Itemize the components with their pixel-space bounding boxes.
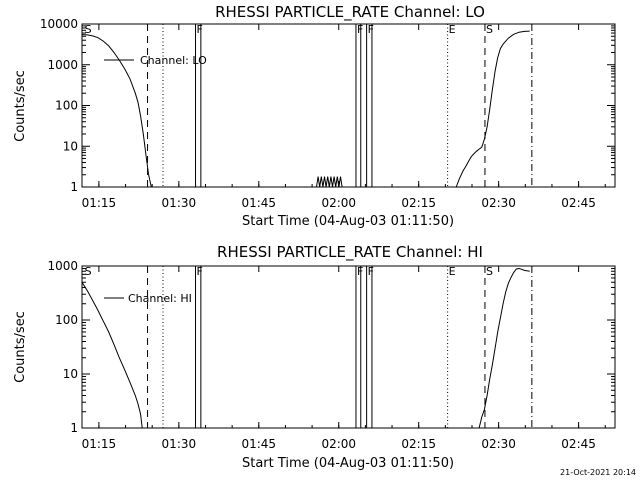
event-marker-label-hi-0: S xyxy=(85,265,92,278)
y-tick-label-hi-0: 1 xyxy=(70,421,78,435)
y-tick-label-lo-4: 10000 xyxy=(40,17,78,31)
series-line-hi-0-segment-1 xyxy=(478,267,530,429)
y-tick-label-lo-2: 100 xyxy=(55,99,78,113)
y-tick-label-hi-3: 1000 xyxy=(47,259,78,273)
event-marker-label-lo-9: E xyxy=(449,23,456,36)
series-line-lo-0-segment-0 xyxy=(81,34,152,188)
event-marker-label-hi-9: E xyxy=(449,265,456,278)
event-marker-label-lo-5: F xyxy=(357,23,363,36)
y-tick-label-hi-2: 100 xyxy=(55,313,78,327)
x-tick-label-hi-1: 01:30 xyxy=(162,437,197,451)
event-marker-label-hi-3: F xyxy=(197,265,203,278)
chart-title-lo: RHESSI PARTICLE_RATE Channel: LO xyxy=(215,3,485,22)
event-marker-label-lo-3: F xyxy=(197,23,203,36)
event-marker-label-hi-10: S xyxy=(486,265,493,278)
x-tick-label-lo-3: 02:00 xyxy=(321,196,356,210)
x-tick-label-lo-1: 01:30 xyxy=(162,196,197,210)
x-tick-label-lo-4: 02:15 xyxy=(401,196,436,210)
plot-frame-hi xyxy=(81,265,616,429)
event-marker-label-hi-7: F xyxy=(368,265,374,278)
footer-timestamp: 21-Oct-2021 20:14 xyxy=(560,468,636,477)
x-tick-label-hi-5: 02:30 xyxy=(481,437,516,451)
event-marker-label-lo-10: S xyxy=(486,23,493,36)
event-marker-label-hi-5: F xyxy=(357,265,363,278)
x-tick-label-hi-0: 01:15 xyxy=(82,437,117,451)
panel-lo: RHESSI PARTICLE_RATE Channel: LO Counts/… xyxy=(13,3,616,229)
chart-title-hi: RHESSI PARTICLE_RATE Channel: HI xyxy=(217,243,483,262)
legend-label-lo: Channel: LO xyxy=(140,54,207,67)
y-axis-label-hi: Counts/sec xyxy=(13,311,28,383)
y-axis-label-lo: Counts/sec xyxy=(13,70,28,142)
y-tick-label-lo-0: 1 xyxy=(70,180,78,194)
event-marker-label-lo-7: F xyxy=(368,23,374,36)
x-tick-label-lo-0: 01:15 xyxy=(82,196,117,210)
y-tick-label-lo-1: 10 xyxy=(63,139,78,153)
x-tick-label-hi-2: 01:45 xyxy=(241,437,276,451)
x-tick-label-hi-3: 02:00 xyxy=(321,437,356,451)
y-tick-label-lo-3: 1000 xyxy=(47,58,78,72)
series-line-lo-0-segment-2 xyxy=(455,30,530,188)
event-marker-label-lo-0: S xyxy=(85,23,92,36)
x-tick-label-lo-5: 02:30 xyxy=(481,196,516,210)
legend-label-hi: Channel: HI xyxy=(128,292,192,305)
series-line-hi-0-segment-0 xyxy=(81,282,143,429)
series-line-lo-0-segment-1 xyxy=(316,176,343,188)
plot-frame-lo xyxy=(81,23,616,188)
x-axis-label-hi: Start Time (04-Aug-03 01:11:50) xyxy=(242,456,454,471)
x-tick-label-hi-6: 02:45 xyxy=(561,437,596,451)
x-tick-label-lo-6: 02:45 xyxy=(561,196,596,210)
x-axis-label-lo: Start Time (04-Aug-03 01:11:50) xyxy=(242,214,454,229)
y-tick-label-hi-1: 10 xyxy=(63,367,78,381)
panel-hi: RHESSI PARTICLE_RATE Channel: HI Counts/… xyxy=(13,243,616,471)
x-tick-label-hi-4: 02:15 xyxy=(401,437,436,451)
x-tick-label-lo-2: 01:45 xyxy=(241,196,276,210)
